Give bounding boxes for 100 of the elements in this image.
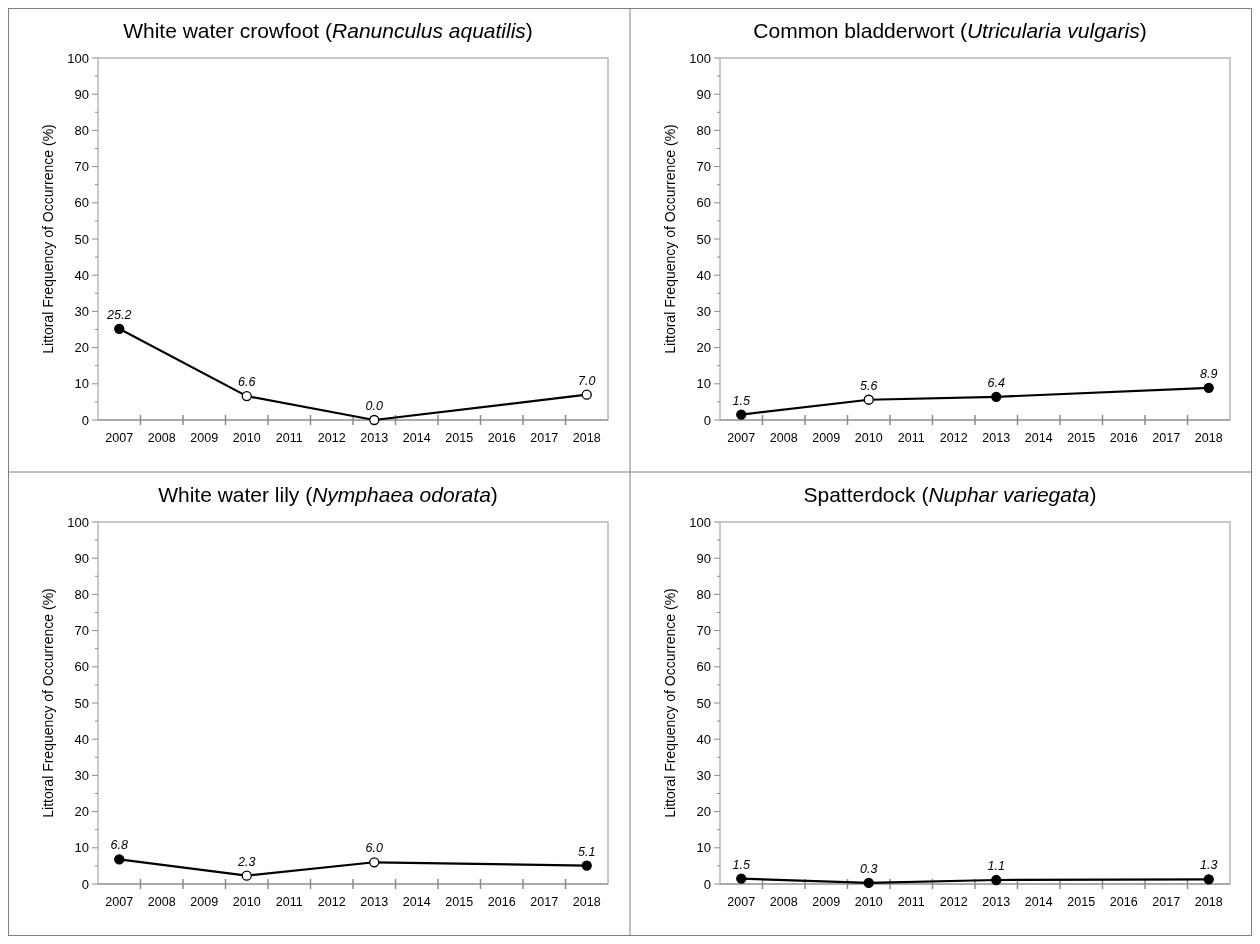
x-tick-label: 2014: [1024, 895, 1053, 909]
point: [114, 323, 125, 334]
data-label: 5.6: [860, 378, 878, 393]
x-tick-label: 2016: [1109, 895, 1138, 909]
x-tick-label: 2011: [275, 895, 303, 909]
y-tick-label: 80: [696, 586, 711, 602]
y-tick-label: 30: [74, 767, 89, 783]
y-tick-label: 100: [689, 50, 711, 66]
x-tick-label: 2013: [982, 895, 1011, 909]
y-tick-label: 20: [74, 804, 89, 820]
x-tick-label: 2015: [445, 895, 474, 909]
y-tick-label: 30: [696, 767, 711, 783]
x-tick-label: 2014: [402, 431, 431, 445]
x-tick-label: 2013: [360, 895, 389, 909]
y-tick-label: 40: [696, 267, 711, 283]
x-tick-label: 2015: [1067, 431, 1096, 445]
y-axis-title: Littoral Frequency of Occurrence (%): [662, 124, 678, 354]
y-tick-label: 100: [689, 514, 711, 530]
y-tick-label: 20: [696, 340, 711, 356]
data-label: 6.8: [110, 838, 128, 853]
x-tick-label: 2011: [275, 431, 303, 445]
x-tick-label: 2018: [1194, 431, 1223, 445]
x-tick-label: 2017: [1152, 895, 1181, 909]
y-tick-label: 50: [696, 231, 711, 247]
y-tick-label: 60: [74, 195, 89, 211]
x-tick-label: 2012: [939, 431, 968, 445]
data-label: 25.2: [106, 307, 132, 322]
y-tick-label: 20: [696, 804, 711, 820]
data-label: 7.0: [578, 373, 596, 388]
y-tick-label: 30: [696, 303, 711, 319]
x-tick-label: 2011: [897, 895, 925, 909]
x-tick-label: 2015: [445, 431, 474, 445]
y-tick-label: 70: [696, 159, 711, 175]
y-tick-label: 90: [74, 550, 89, 566]
x-tick-label: 2007: [105, 431, 134, 445]
data-label: 0.3: [860, 861, 878, 876]
point: [241, 390, 252, 402]
y-tick-label: 90: [696, 550, 711, 566]
x-tick-label: 2010: [232, 895, 261, 909]
y-tick-label: 100: [67, 514, 89, 530]
chart-title: White water crowfoot (Ranunculus aquatilis): [123, 19, 533, 42]
data-label: 6.0: [365, 841, 383, 856]
data-label: 1.3: [1200, 858, 1218, 873]
point: [736, 409, 747, 420]
x-tick-label: 2017: [1152, 431, 1181, 445]
y-tick-label: 20: [74, 340, 89, 356]
y-tick-label: 10: [74, 840, 89, 856]
point: [581, 389, 592, 400]
x-tick-label: 2012: [317, 895, 346, 909]
y-tick-label: 70: [74, 159, 89, 175]
y-tick-label: 100: [67, 50, 89, 66]
y-tick-label: 60: [696, 195, 711, 211]
x-tick-label: 2007: [727, 431, 756, 445]
x-tick-label: 2007: [727, 895, 756, 909]
y-tick-label: 0: [703, 412, 711, 428]
x-tick-label: 2008: [769, 431, 798, 445]
y-tick-label: 10: [696, 840, 711, 856]
x-tick-label: 2009: [190, 895, 219, 909]
y-tick-label: 40: [74, 731, 89, 747]
y-tick-label: 0: [81, 412, 89, 428]
y-tick-label: 40: [74, 267, 89, 283]
x-tick-label: 2018: [572, 895, 601, 909]
x-tick-label: 2007: [105, 895, 134, 909]
y-tick-label: 90: [74, 86, 89, 102]
y-tick-label: 50: [74, 695, 89, 711]
y-tick-label: 80: [74, 586, 89, 602]
chart-title: White water lily (Nymphaea odorata): [158, 483, 498, 506]
point: [991, 391, 1002, 402]
chart-title: Common bladderwort (Utricularia vulgaris): [753, 19, 1147, 42]
x-tick-label: 2008: [147, 431, 176, 445]
point: [369, 414, 380, 426]
chart-title: Spatterdock (Nuphar variegata): [803, 483, 1097, 506]
y-axis-title: Littoral Frequency of Occurrence (%): [40, 588, 56, 818]
x-tick-label: 2018: [1194, 895, 1223, 909]
x-tick-label: 2008: [147, 895, 176, 909]
x-tick-label: 2016: [487, 431, 516, 445]
y-tick-label: 40: [696, 731, 711, 747]
x-tick-label: 2010: [232, 431, 261, 445]
x-tick-label: 2010: [854, 431, 883, 445]
x-tick-label: 2009: [812, 895, 841, 909]
y-tick-label: 80: [696, 122, 711, 138]
x-tick-label: 2014: [1024, 431, 1053, 445]
x-tick-label: 2010: [854, 895, 883, 909]
x-tick-label: 2017: [530, 895, 559, 909]
data-label: 1.1: [987, 859, 1005, 874]
data-label: 0.0: [365, 399, 383, 413]
point: [1203, 382, 1214, 393]
y-tick-label: 70: [74, 623, 89, 639]
y-tick-label: 30: [74, 303, 89, 319]
x-tick-label: 2012: [317, 431, 346, 445]
data-label: 8.9: [1200, 366, 1218, 381]
x-tick-label: 2013: [360, 431, 389, 445]
y-tick-label: 60: [74, 659, 89, 675]
x-tick-label: 2017: [530, 431, 559, 445]
data-label: 1.5: [732, 857, 750, 872]
x-tick-label: 2009: [190, 431, 219, 445]
data-label: 6.4: [987, 375, 1005, 390]
y-tick-label: 10: [696, 376, 711, 392]
x-tick-label: 2018: [572, 431, 601, 445]
y-tick-label: 10: [74, 376, 89, 392]
